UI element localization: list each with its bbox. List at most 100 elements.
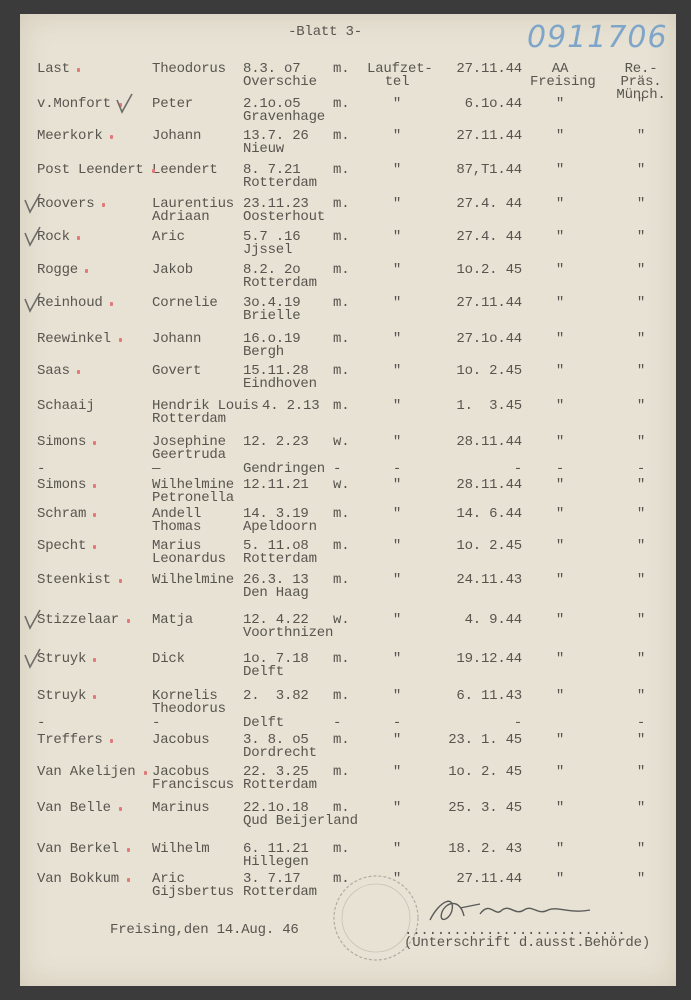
red-mark [76,236,80,240]
sex-cell: m. [333,196,350,212]
birth-date-cell: 23.11.23 [243,196,309,212]
via-cell: " [392,128,402,144]
office-cell: " [555,398,565,414]
table-row: Struyk Kornelis Theodorus 2. 3.82 m. " 6. 11.4… [0,688,691,720]
sex-cell: m. [333,651,350,667]
sex-cell: m. [333,572,350,588]
signature [429,900,591,921]
office-cell: " [555,128,565,144]
first-name-cell: Wilhelm [152,841,210,857]
surname-cell: Reinhoud [37,295,103,311]
office-cell: " [555,651,565,667]
sex-cell: w. [333,434,350,450]
office-cell: " [555,363,565,379]
first-name-cell: Peter [152,96,194,112]
birthplace-cell: Apeldoorn [243,519,317,535]
authority-cell: " [636,96,646,112]
sex-cell: m. [333,61,350,77]
birth-date-cell: 5.7 .16 [243,229,301,245]
date-cell: 27.11.44 [456,128,522,144]
date-cell: 23. 1. 45 [448,732,522,748]
first-name-cell-line2: Adriaan [152,209,210,225]
surname-cell: Struyk [37,651,87,667]
red-mark [110,302,114,306]
date-cell: - [513,715,522,731]
first-name-cell: - [152,715,161,731]
surname-cell: Van Bokkum [37,871,120,887]
date-cell: 1o. 2.45 [456,538,522,554]
surname-cell: Roovers [37,196,95,212]
via-cell: " [392,871,402,887]
office-cell: " [555,162,565,178]
via-cell: " [392,477,402,493]
birth-date-cell: 22. 3.25 [243,764,309,780]
first-name-cell: Kornelis [152,688,218,704]
birth-date-cell: 2.1o.o5 [243,96,301,112]
first-name-cell-line2: Petronella [152,490,235,506]
table-row: Struyk Dick 1o. 7.18 Delft m. " 19.12.44 " " [0,648,691,683]
date-cell: 28.11.44 [456,477,522,493]
surname-cell: Schram [37,506,87,522]
date-cell: 27.1o.44 [456,331,522,347]
date-cell: 1o.2. 45 [456,262,522,278]
checkmark-icon [24,193,41,214]
authority-cell: - [636,715,646,731]
date-cell: 27.11.44 [456,871,522,887]
sex-cell: - [333,715,342,731]
sex-cell: m. [333,871,350,887]
first-name-cell-line2: Gijsbertus [152,884,235,900]
office-cell: " [555,262,565,278]
table-row: Saas Govert 15.11.28 Eindhoven m. " 1o. 2.45 " " [0,363,691,395]
birthplace-cell: Den Haag [243,585,309,601]
authority-cell: " [636,871,646,887]
birthplace-cell: Delft [243,664,285,680]
birth-date-cell: 8. 7.21 [243,162,301,178]
sheet-title: -Blatt 3- [288,24,362,40]
date-cell: 1o. 2. 45 [448,764,522,780]
red-mark [93,658,97,662]
surname-cell: Rogge [37,262,79,278]
first-name-cell: Johann [152,331,202,347]
first-name-cell: Jakob [152,262,194,278]
via-cell: " [392,295,402,311]
office-cell: " [555,331,565,347]
table-row: Simons Josephine Geertruda 12. 2.23 w. " 28.11… [0,434,691,466]
first-name-cell: Andell [152,506,202,522]
first-name-cell: Josephine [152,434,226,450]
authority-cell: " [636,162,646,178]
first-name-cell: Dick [152,651,185,667]
sex-cell: m. [333,764,350,780]
via-cell: " [392,688,402,704]
surname-cell: Simons [37,434,87,450]
birthplace-cell: Rotterdam [243,777,317,793]
birth-date-cell: Gendringen [243,461,326,477]
first-name-cell: Wilhelmine [152,477,235,493]
table-row: Van Berkel Wilhelm 6. 11.21 Hillegen m. " 18. … [0,841,691,873]
red-mark [85,269,88,273]
red-mark [127,619,130,623]
table-row: Rock Aric 5.7 .16 Jjssel m. " 27.4. 44 " " [0,226,691,261]
first-name-cell: Marius [152,538,202,554]
date-cell: 18. 2. 43 [448,841,522,857]
via-cell: - [392,461,402,477]
first-name-cell: Wilhelmine [152,572,235,588]
date-cell: 28.11.44 [456,434,522,450]
first-name-cell: Aric [152,229,185,245]
red-mark [93,545,97,549]
birth-date-cell: 14. 3.19 [243,506,309,522]
checkmark-icon [24,226,41,247]
birth-date-cell: 22.1o.18 [243,800,309,816]
birth-date-cell: 8.2. 2o [243,262,301,278]
table-row: Schaaij Hendrik Louis Rotterdam 4. 2.13 m. " 1… [0,398,691,430]
birthplace-cell: Brielle [243,308,301,324]
first-name-cell: Jacobus [152,764,210,780]
sex-cell: w. [333,477,350,493]
birthplace-cell: Rotterdam [243,175,317,191]
red-mark [127,848,130,852]
authority-cell: " [636,506,646,522]
birthplace-cell: Rotterdam [243,884,317,900]
birthplace-cell: Voorthnizen [243,625,334,641]
birth-date-cell: 13.7. 26 [243,128,309,144]
via-cell: " [392,331,402,347]
sex-cell: m. [333,688,350,704]
